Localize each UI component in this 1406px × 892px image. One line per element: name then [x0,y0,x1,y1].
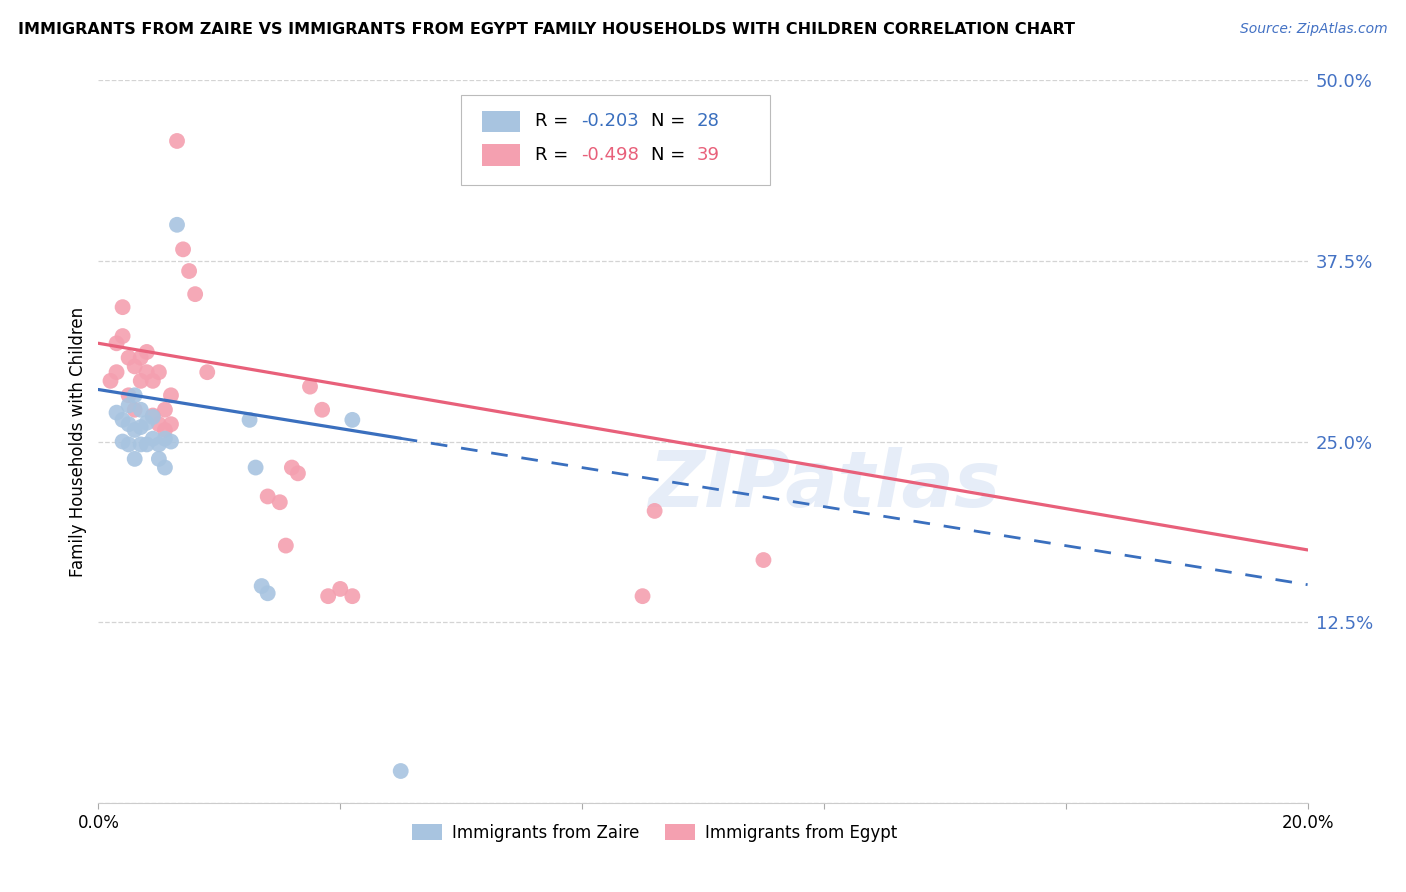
Point [118,437,141,451]
Point [172,243,194,257]
Point [281,460,304,475]
Point [153,423,176,437]
Point [316,589,339,603]
Point [105,336,128,351]
Point [111,434,134,449]
Point [111,329,134,343]
Point [129,437,152,451]
Text: 28: 28 [697,112,720,130]
Point [256,490,278,504]
Point [124,451,146,466]
Point [148,365,170,379]
Point [166,218,188,232]
Point [274,539,297,553]
Point [118,417,141,432]
Y-axis label: Family Households with Children: Family Households with Children [69,307,87,576]
Point [153,460,176,475]
Point [148,451,170,466]
Point [118,398,141,412]
Point [105,406,128,420]
Point [142,432,165,446]
Point [311,402,333,417]
Point [142,409,165,424]
Point [299,379,322,393]
Point [752,553,775,567]
Point [142,374,165,388]
Point [129,374,152,388]
Point [111,300,134,314]
Legend: Immigrants from Zaire, Immigrants from Egypt: Immigrants from Zaire, Immigrants from E… [406,817,904,848]
Text: Source: ZipAtlas.com: Source: ZipAtlas.com [1240,22,1388,37]
Point [342,413,364,427]
Text: N =: N = [651,145,690,164]
Point [135,365,157,379]
Text: -0.498: -0.498 [581,145,638,164]
Point [124,423,146,437]
Point [389,764,412,778]
Point [124,359,146,374]
Point [256,586,278,600]
Point [644,504,666,518]
Text: R =: R = [534,145,574,164]
Point [184,287,207,301]
Point [148,437,170,451]
Point [124,402,146,417]
Point [166,134,188,148]
Point [342,589,364,603]
FancyBboxPatch shape [482,111,520,132]
Point [111,413,134,427]
Text: R =: R = [534,112,574,130]
Point [631,589,654,603]
Point [118,388,141,402]
Text: 39: 39 [697,145,720,164]
Point [135,437,157,451]
Point [239,413,262,427]
Point [105,365,128,379]
Point [287,467,309,481]
Point [179,264,201,278]
Text: ZIPatlas: ZIPatlas [648,447,1000,523]
Text: N =: N = [651,112,690,130]
Point [100,374,122,388]
Point [160,434,183,449]
Point [160,388,183,402]
Point [269,495,291,509]
Text: IMMIGRANTS FROM ZAIRE VS IMMIGRANTS FROM EGYPT FAMILY HOUSEHOLDS WITH CHILDREN C: IMMIGRANTS FROM ZAIRE VS IMMIGRANTS FROM… [18,22,1076,37]
Point [135,416,157,430]
Point [129,402,152,417]
Point [160,417,183,432]
Point [195,365,218,379]
Point [250,579,273,593]
Point [245,460,267,475]
Text: -0.203: -0.203 [581,112,638,130]
FancyBboxPatch shape [482,144,520,166]
Point [153,402,176,417]
Point [329,582,352,596]
Point [124,388,146,402]
Point [148,417,170,432]
Point [153,432,176,446]
Point [129,420,152,434]
Point [118,351,141,365]
Point [142,409,165,423]
Point [129,351,152,365]
FancyBboxPatch shape [461,95,769,185]
Point [135,345,157,359]
